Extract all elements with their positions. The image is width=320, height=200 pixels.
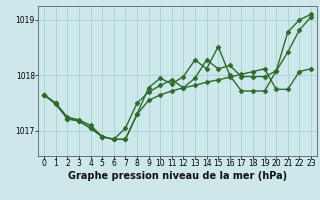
X-axis label: Graphe pression niveau de la mer (hPa): Graphe pression niveau de la mer (hPa)	[68, 171, 287, 181]
